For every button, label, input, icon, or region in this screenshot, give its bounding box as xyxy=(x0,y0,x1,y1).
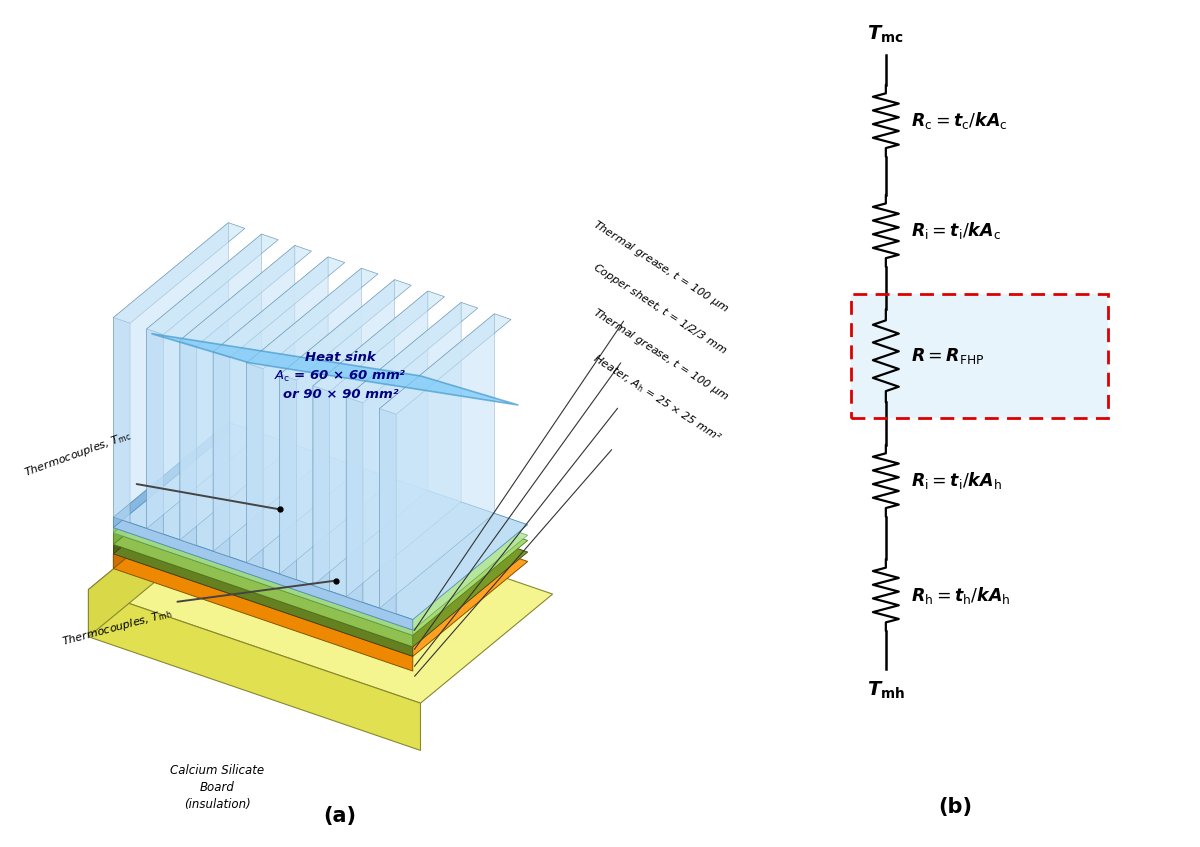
Polygon shape xyxy=(114,459,528,656)
Polygon shape xyxy=(114,433,528,630)
Polygon shape xyxy=(379,408,396,614)
Polygon shape xyxy=(246,268,361,562)
Polygon shape xyxy=(347,302,478,403)
Polygon shape xyxy=(114,438,228,545)
Polygon shape xyxy=(114,438,528,635)
Polygon shape xyxy=(146,234,262,529)
Polygon shape xyxy=(379,313,494,608)
Text: Heater, $A_{\mathrm{h}}$ = 25 × 25 mm²: Heater, $A_{\mathrm{h}}$ = 25 × 25 mm² xyxy=(414,352,724,676)
Polygon shape xyxy=(114,422,228,528)
Polygon shape xyxy=(275,555,383,607)
Text: Thermal grease, $t$ = 100 μm: Thermal grease, $t$ = 100 μm xyxy=(414,218,731,630)
Text: $\boldsymbol{R}_{\mathrm{i}}=\boldsymbol{t}_{\mathrm{i}}/\boldsymbol{k}\boldsymb: $\boldsymbol{R}_{\mathrm{i}}=\boldsymbol… xyxy=(911,470,1002,491)
Polygon shape xyxy=(114,223,245,324)
Polygon shape xyxy=(214,257,344,357)
Polygon shape xyxy=(180,246,295,540)
Polygon shape xyxy=(114,450,528,647)
Polygon shape xyxy=(280,280,412,380)
Polygon shape xyxy=(280,280,395,574)
Polygon shape xyxy=(146,329,163,534)
Polygon shape xyxy=(280,374,296,579)
Polygon shape xyxy=(114,422,528,619)
Polygon shape xyxy=(146,234,278,335)
Polygon shape xyxy=(114,528,413,635)
Polygon shape xyxy=(214,257,328,551)
Polygon shape xyxy=(114,318,130,523)
Text: Thermocouples, $T_{\mathrm{mh}}$: Thermocouples, $T_{\mathrm{mh}}$ xyxy=(60,606,174,649)
Polygon shape xyxy=(89,590,420,750)
Polygon shape xyxy=(114,223,228,517)
Text: $\boldsymbol{R}_{\mathrm{c}}=\boldsymbol{t}_{\mathrm{c}}/\boldsymbol{k}\boldsymb: $\boldsymbol{R}_{\mathrm{c}}=\boldsymbol… xyxy=(911,110,1008,131)
Polygon shape xyxy=(180,246,312,346)
FancyBboxPatch shape xyxy=(851,294,1108,418)
Text: $\boldsymbol{R}_{\mathrm{i}}=\boldsymbol{t}_{\mathrm{i}}/\boldsymbol{k}\boldsymb: $\boldsymbol{R}_{\mathrm{i}}=\boldsymbol… xyxy=(911,220,1001,241)
Polygon shape xyxy=(262,546,302,584)
Polygon shape xyxy=(180,340,197,545)
Polygon shape xyxy=(347,397,362,602)
Polygon shape xyxy=(313,386,330,591)
Polygon shape xyxy=(114,533,413,647)
Polygon shape xyxy=(246,268,378,368)
Polygon shape xyxy=(246,363,263,568)
Polygon shape xyxy=(275,555,306,598)
Polygon shape xyxy=(89,480,221,637)
Polygon shape xyxy=(114,554,413,671)
Polygon shape xyxy=(151,334,518,405)
Text: Heat sink
$A_{\mathrm{c}}$ = 60 × 60 mm²
or 90 × 90 mm²: Heat sink $A_{\mathrm{c}}$ = 60 × 60 mm²… xyxy=(274,352,407,401)
Polygon shape xyxy=(379,313,511,414)
Polygon shape xyxy=(114,433,228,533)
Text: Copper sheet, $t$ = 1/2/3 mm: Copper sheet, $t$ = 1/2/3 mm xyxy=(414,261,730,650)
Text: Calcium Silicate
Board
(insulation): Calcium Silicate Board (insulation) xyxy=(170,764,264,811)
Polygon shape xyxy=(114,459,228,568)
Text: $\boldsymbol{R}=\boldsymbol{R}_{\mathrm{FHP}}$: $\boldsymbol{R}=\boldsymbol{R}_{\mathrm{… xyxy=(911,346,985,366)
Text: Thermocouples, $T_{\mathrm{mc}}$: Thermocouples, $T_{\mathrm{mc}}$ xyxy=(22,428,133,479)
Polygon shape xyxy=(313,291,428,585)
Polygon shape xyxy=(262,579,355,616)
Polygon shape xyxy=(275,581,350,624)
Text: $\boldsymbol{T}_{\mathbf{mh}}$: $\boldsymbol{T}_{\mathbf{mh}}$ xyxy=(866,679,905,700)
Polygon shape xyxy=(114,450,228,554)
Text: $\boldsymbol{R}_{\mathrm{h}}=\boldsymbol{t}_{\mathrm{h}}/\boldsymbol{k}\boldsymb: $\boldsymbol{R}_{\mathrm{h}}=\boldsymbol… xyxy=(911,584,1010,606)
Text: (a): (a) xyxy=(324,805,356,826)
Polygon shape xyxy=(114,517,413,630)
Polygon shape xyxy=(313,291,444,391)
Text: $\boldsymbol{T}_{\mathbf{mc}}$: $\boldsymbol{T}_{\mathbf{mc}}$ xyxy=(868,24,905,45)
Polygon shape xyxy=(214,352,230,557)
Polygon shape xyxy=(89,480,553,703)
Text: (b): (b) xyxy=(938,797,972,817)
Polygon shape xyxy=(262,546,395,611)
Text: Thermal grease, $t$ = 100 μm: Thermal grease, $t$ = 100 μm xyxy=(414,305,731,667)
Polygon shape xyxy=(114,545,413,656)
Polygon shape xyxy=(347,302,461,597)
